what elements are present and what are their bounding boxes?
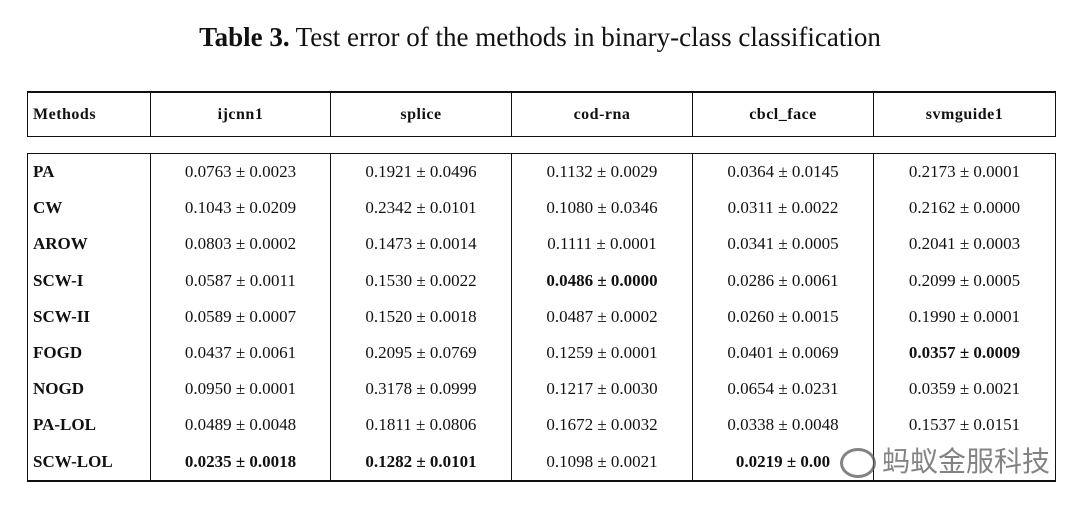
table-body: PA 0.0763 ± 0.0023 0.1921 ± 0.0496 0.1132 ±…: [27, 153, 1056, 482]
value-cell: 0.2095 ± 0.0769: [330, 334, 512, 372]
value-cell: 0.0654 ± 0.0231: [692, 371, 874, 408]
watermark-text: 蚂蚁金服科技: [882, 445, 1051, 478]
value-cell: 0.0364 ± 0.0145: [692, 153, 874, 191]
value-cell: 0.0235 ± 0.0018: [150, 443, 331, 481]
value-cell: 0.1530 ± 0.0022: [330, 262, 512, 299]
header-cell: splice: [330, 92, 512, 137]
value-cell: 0.2041 ± 0.0003: [873, 226, 1056, 263]
header-cell: ijcnn1: [150, 92, 331, 137]
value-cell: 0.1537 ± 0.0151: [873, 407, 1056, 444]
value-cell: 0.0587 ± 0.0011: [150, 262, 331, 299]
value-cell: 0.1111 ± 0.0001: [511, 226, 693, 263]
value-cell: 0.1282 ± 0.0101: [330, 443, 512, 481]
value-cell: 0.1921 ± 0.0496: [330, 153, 512, 191]
value-cell: 0.2173 ± 0.0001: [873, 153, 1056, 191]
table-row: PA 0.0763 ± 0.0023 0.1921 ± 0.0496 0.1132 ±…: [27, 153, 1056, 191]
method-cell: PA-LOL: [27, 407, 151, 444]
caption: Table 3. Test error of the methods in bin…: [0, 22, 1080, 53]
header-cell: svmguide1: [873, 92, 1056, 137]
table-row: FOGD 0.0437 ± 0.0061 0.2095 ± 0.0769 0.1259…: [27, 334, 1056, 372]
value-cell: 0.2342 ± 0.0101: [330, 190, 512, 227]
method-cell: SCW-I: [27, 262, 151, 299]
value-cell: [873, 443, 1056, 481]
value-cell: 0.1811 ± 0.0806: [330, 407, 512, 444]
method-cell: SCW-LOL: [27, 443, 151, 481]
value-cell: 0.1098 ± 0.0021: [511, 443, 693, 481]
header-row: Methods ijcnn1 splice cod-rna cbcl_face svmgu…: [27, 92, 1056, 137]
table-header: Methods ijcnn1 splice cod-rna cbcl_face svmgu…: [27, 91, 1056, 137]
value-cell: 0.0489 ± 0.0048: [150, 407, 331, 444]
method-cell: FOGD: [27, 334, 151, 372]
value-cell: 0.0950 ± 0.0001: [150, 371, 331, 408]
value-cell: 0.1520 ± 0.0018: [330, 298, 512, 335]
value-cell: 0.1259 ± 0.0001: [511, 334, 693, 372]
value-cell: 0.2099 ± 0.0005: [873, 262, 1056, 299]
value-cell: 0.0589 ± 0.0007: [150, 298, 331, 335]
method-cell: AROW: [27, 226, 151, 263]
watermark-icon: [840, 448, 876, 478]
value-cell: 0.0359 ± 0.0021: [873, 371, 1056, 408]
value-cell: 0.0357 ± 0.0009: [873, 334, 1056, 372]
value-cell: 0.1473 ± 0.0014: [330, 226, 512, 263]
value-cell: 0.1672 ± 0.0032: [511, 407, 693, 444]
method-cell: CW: [27, 190, 151, 227]
value-cell: 0.0286 ± 0.0061: [692, 262, 874, 299]
value-cell: 0.0341 ± 0.0005: [692, 226, 874, 263]
table-row: SCW-II 0.0589 ± 0.0007 0.1520 ± 0.0018 0.04…: [27, 298, 1056, 335]
value-cell: 0.2162 ± 0.0000: [873, 190, 1056, 227]
value-cell: 0.0260 ± 0.0015: [692, 298, 874, 335]
table-row: CW 0.1043 ± 0.0209 0.2342 ± 0.0101 0.1080 ±…: [27, 190, 1056, 227]
value-cell: 0.0338 ± 0.0048: [692, 407, 874, 444]
value-cell: 0.0487 ± 0.0002: [511, 298, 693, 335]
method-cell: SCW-II: [27, 298, 151, 335]
header-cell: cod-rna: [511, 92, 693, 137]
method-cell: NOGD: [27, 371, 151, 408]
value-cell: 0.1990 ± 0.0001: [873, 298, 1056, 335]
value-cell: 0.0486 ± 0.0000: [511, 262, 693, 299]
caption-label: Table 3.: [199, 22, 290, 52]
value-cell: 0.1043 ± 0.0209: [150, 190, 331, 227]
value-cell: 0.0311 ± 0.0022: [692, 190, 874, 227]
table-row: SCW-I 0.0587 ± 0.0011 0.1530 ± 0.0022 0.048…: [27, 262, 1056, 299]
caption-text: Test error of the methods in binary-clas…: [295, 22, 881, 52]
header-cell: Methods: [27, 92, 151, 137]
value-cell: 0.3178 ± 0.0999: [330, 371, 512, 408]
header-cell: cbcl_face: [692, 92, 874, 137]
value-cell: 0.0803 ± 0.0002: [150, 226, 331, 263]
value-cell: 0.0437 ± 0.0061: [150, 334, 331, 372]
value-cell: 0.0763 ± 0.0023: [150, 153, 331, 191]
value-cell: 0.1217 ± 0.0030: [511, 371, 693, 408]
value-cell: 0.0401 ± 0.0069: [692, 334, 874, 372]
table-row: NOGD 0.0950 ± 0.0001 0.3178 ± 0.0999 0.1217…: [27, 371, 1056, 408]
table-row: PA-LOL 0.0489 ± 0.0048 0.1811 ± 0.0806 0.16…: [27, 407, 1056, 444]
method-cell: PA: [27, 153, 151, 191]
table-row: AROW 0.0803 ± 0.0002 0.1473 ± 0.0014 0.1111…: [27, 226, 1056, 263]
value-cell: 0.1080 ± 0.0346: [511, 190, 693, 227]
watermark: 蚂蚁金服科技: [840, 440, 1050, 480]
value-cell: 0.1132 ± 0.0029: [511, 153, 693, 191]
